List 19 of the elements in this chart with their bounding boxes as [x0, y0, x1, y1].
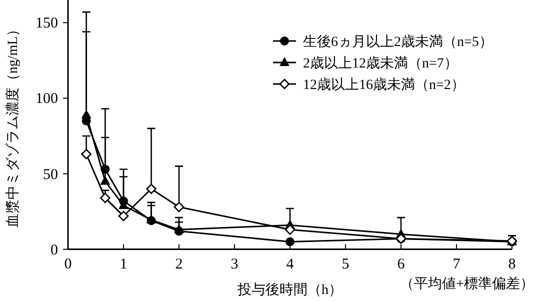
y-tick-label: 150 — [36, 16, 58, 32]
x-tick-label: 5 — [342, 256, 350, 272]
x-tick-label: 1 — [120, 256, 128, 272]
x-tick-label: 2 — [175, 256, 183, 272]
x-tick-label: 4 — [286, 256, 294, 272]
legend-label: 2歳以上12歳未満（n=7） — [303, 56, 458, 72]
y-axis-title: 血漿中ミダゾラム濃度（ng/mL） — [5, 22, 21, 228]
y-tick-label: 100 — [36, 91, 58, 108]
y-tick-label: 0 — [50, 242, 58, 258]
legend-label: 生後6ヵ月以上2歳未満（n=5） — [303, 34, 493, 50]
x-axis-title: 投与後時間（h） — [236, 282, 342, 298]
y-tick-label: 50 — [43, 166, 58, 183]
legend-label: 12歳以上16歳未満（n=2） — [303, 77, 465, 93]
x-tick-label: 8 — [508, 256, 516, 272]
x-tick-label: 0 — [64, 256, 72, 272]
x-tick-label: 7 — [452, 256, 461, 272]
text: （平均値+標準偏差） — [400, 276, 534, 292]
x-tick-label: 3 — [230, 256, 238, 272]
x-tick-label: 6 — [397, 256, 406, 272]
